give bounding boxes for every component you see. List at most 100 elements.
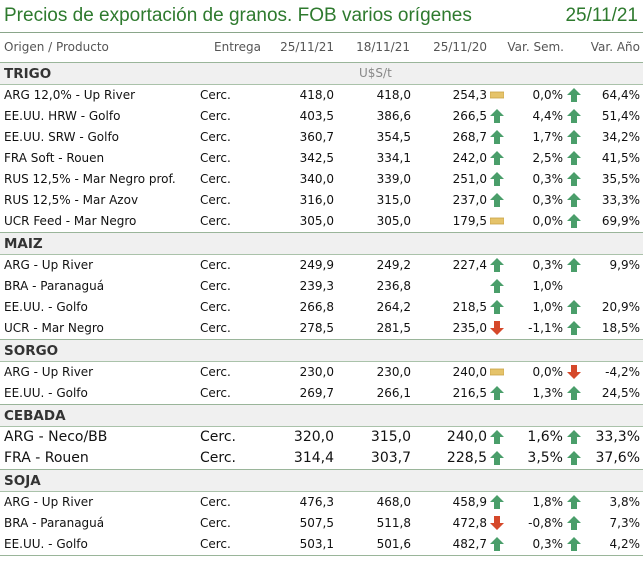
- arrow-up-icon: [567, 130, 581, 144]
- cell-var-week: 1,6%: [527, 429, 563, 445]
- cell-price-3: 240,0: [446, 429, 487, 445]
- cell-var-year: 20,9%: [601, 300, 640, 314]
- header-var-week: Var. Sem.: [507, 40, 564, 54]
- cell-origin: EE.UU. HRW - Golfo: [4, 109, 121, 123]
- cell-var-year: 34,2%: [601, 130, 640, 144]
- equal-bar-icon: [490, 214, 504, 228]
- arrow-up-icon: [567, 214, 581, 228]
- cell-delivery: Cerc.: [200, 130, 231, 144]
- cell-delivery: Cerc.: [200, 109, 231, 123]
- arrow-up-icon: [567, 193, 581, 207]
- cell-origin: ARG 12,0% - Up River: [4, 88, 136, 102]
- cell-var-week: 0,0%: [532, 214, 564, 228]
- cell-delivery: Cerc.: [200, 172, 231, 186]
- cell-price-2: 303,7: [370, 450, 411, 466]
- cell-price-2: 315,0: [370, 429, 411, 445]
- cell-price-3: 251,0: [452, 172, 487, 186]
- cell-price-1: 266,8: [299, 300, 334, 314]
- cell-var-year: 69,9%: [601, 214, 640, 228]
- cell-var-week: 0,0%: [532, 365, 564, 379]
- cell-delivery: Cerc.: [200, 450, 236, 466]
- arrow-up-icon: [567, 430, 581, 444]
- header-date-2: 18/11/21: [356, 40, 410, 54]
- cell-delivery: Cerc.: [200, 321, 231, 335]
- cell-price-2: 339,0: [376, 172, 411, 186]
- section-name: SOJA: [4, 473, 41, 489]
- cell-price-1: 320,0: [293, 429, 334, 445]
- arrow-up-icon: [490, 279, 504, 293]
- table-row: BRA - Paranaguá Cerc. 239,3 236,8 1,0%: [0, 276, 643, 297]
- arrow-up-icon: [567, 172, 581, 186]
- cell-price-1: 230,0: [299, 365, 334, 379]
- cell-price-1: 360,7: [299, 130, 334, 144]
- report-date: 25/11/21: [565, 5, 638, 26]
- table-row: ARG - Up River Cerc. 230,0 230,0 240,0 0,0% -4…: [0, 362, 643, 383]
- table-row: ARG 12,0% - Up River Cerc. 418,0 418,0 254,3…: [0, 85, 643, 106]
- cell-price-3: 254,3: [452, 88, 487, 102]
- cell-price-2: 249,2: [376, 258, 411, 272]
- cell-var-week: 1,8%: [532, 495, 564, 509]
- cell-origin: FRA Soft - Rouen: [4, 151, 105, 165]
- table-row: FRA Soft - Rouen Cerc. 342,5 334,1 242,0 2,5%…: [0, 148, 643, 169]
- arrow-up-icon: [490, 172, 504, 186]
- cell-var-week: -1,1%: [528, 321, 563, 335]
- arrow-up-icon: [490, 130, 504, 144]
- cell-var-year: 9,9%: [609, 258, 641, 272]
- arrow-up-icon: [567, 88, 581, 102]
- arrow-up-icon: [567, 151, 581, 165]
- cell-price-1: 305,0: [299, 214, 334, 228]
- cell-origin: RUS 12,5% - Mar Azov: [4, 193, 139, 207]
- cell-price-1: 239,3: [299, 279, 334, 293]
- cell-var-week: 1,0%: [532, 279, 564, 293]
- cell-var-year: 37,6%: [595, 450, 640, 466]
- cell-delivery: Cerc.: [200, 537, 231, 551]
- arrow-down-icon: [490, 321, 504, 335]
- table-row: RUS 12,5% - Mar Negro prof. Cerc. 340,0 339…: [0, 169, 643, 190]
- cell-var-year: -4,2%: [605, 365, 640, 379]
- cell-origin: EE.UU. - Golfo: [4, 386, 88, 400]
- cell-price-1: 269,7: [299, 386, 334, 400]
- table-row: BRA - Paranaguá Cerc. 507,5 511,8 472,8 -0,8%…: [0, 513, 643, 534]
- arrow-up-icon: [490, 151, 504, 165]
- cell-origin: BRA - Paranaguá: [4, 279, 105, 293]
- arrow-up-icon: [490, 495, 504, 509]
- table-row: UCR - Mar Negro Cerc. 278,5 281,5 235,0 -1,1%…: [0, 318, 643, 340]
- cell-price-3: 216,5: [452, 386, 487, 400]
- cell-var-year: 33,3%: [595, 429, 640, 445]
- cell-price-3: 482,7: [452, 537, 487, 551]
- cell-delivery: Cerc.: [200, 258, 231, 272]
- cell-price-1: 278,5: [299, 321, 334, 335]
- cell-price-2: 264,2: [376, 300, 411, 314]
- cell-var-year: 64,4%: [601, 88, 640, 102]
- cell-price-2: 354,5: [376, 130, 411, 144]
- cell-price-1: 507,5: [299, 516, 334, 530]
- arrow-up-icon: [490, 193, 504, 207]
- cell-var-year: 41,5%: [601, 151, 640, 165]
- cell-var-week: -0,8%: [528, 516, 563, 530]
- cell-origin: ARG - Neco/BB: [4, 429, 108, 445]
- cell-price-2: 236,8: [376, 279, 411, 293]
- section-header: SORGO: [0, 340, 643, 362]
- cell-price-2: 334,1: [376, 151, 411, 165]
- cell-var-week: 0,0%: [532, 88, 564, 102]
- cell-var-week: 2,5%: [532, 151, 564, 165]
- arrow-up-icon: [567, 386, 581, 400]
- header-date-1: 25/11/21: [280, 40, 334, 54]
- cell-delivery: Cerc.: [200, 88, 231, 102]
- page-title: Precios de exportación de granos. FOB va…: [4, 5, 472, 26]
- section-header: SOJA: [0, 470, 643, 492]
- cell-var-week: 0,3%: [532, 193, 564, 207]
- cell-origin: RUS 12,5% - Mar Negro prof.: [4, 172, 176, 186]
- cell-var-week: 1,7%: [532, 130, 564, 144]
- header-delivery: Entrega: [214, 40, 261, 54]
- section-name: SORGO: [4, 343, 59, 359]
- arrow-up-icon: [567, 537, 581, 551]
- cell-price-1: 342,5: [299, 151, 334, 165]
- cell-delivery: Cerc.: [200, 300, 231, 314]
- cell-var-week: 0,3%: [532, 172, 564, 186]
- arrow-up-icon: [567, 451, 581, 465]
- section-name: MAIZ: [4, 236, 43, 252]
- table-row: ARG - Neco/BB Cerc. 320,0 315,0 240,0 1,6% 33,…: [0, 427, 643, 448]
- cell-price-3: 458,9: [452, 495, 487, 509]
- cell-price-2: 511,8: [376, 516, 411, 530]
